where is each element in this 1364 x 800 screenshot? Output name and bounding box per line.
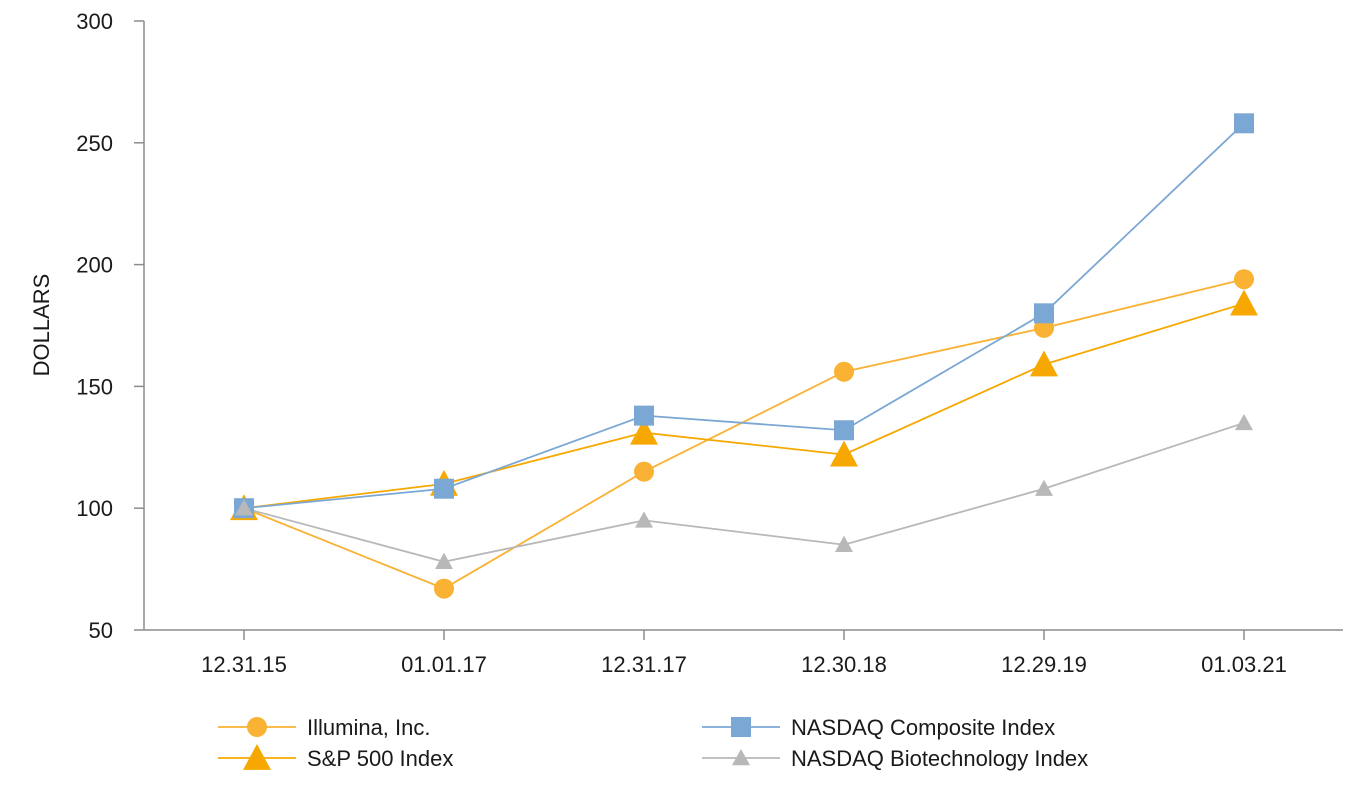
series-line-nasdaq-biotechnology-index	[243, 422, 1245, 563]
data-point-illumina-inc	[634, 461, 654, 482]
legend-marker	[732, 749, 750, 766]
y-tick-label: 300	[76, 9, 113, 34]
series-lines	[243, 122, 1245, 590]
legend-label: S&P 500 Index	[307, 746, 453, 771]
data-point-s-p-500-index	[830, 440, 858, 467]
data-point-nasdaq-biotechnology-index	[1035, 479, 1053, 496]
x-tick-label: 12.30.18	[801, 652, 887, 677]
y-tick-label: 100	[76, 496, 113, 521]
data-point-nasdaq-biotechnology-index	[1235, 413, 1253, 431]
x-tick-label: 01.01.17	[401, 652, 487, 677]
y-tick-label: 200	[76, 253, 113, 278]
legend: Illumina, Inc. S&P 500 Index NASDAQ Compos…	[218, 715, 1088, 771]
legend-item-nasdaq-biotechnology-index: NASDAQ Biotechnology Index	[702, 746, 1088, 771]
series-line-s-p-500-index	[243, 302, 1245, 510]
y-axis-title: DOLLARS	[29, 274, 54, 377]
data-point-nasdaq-biotechnology-index	[835, 535, 853, 552]
data-point-s-p-500-index	[1230, 289, 1258, 316]
y-tick-label: 150	[76, 374, 113, 399]
legend-label: Illumina, Inc.	[307, 715, 431, 740]
data-point-s-p-500-index	[1030, 350, 1058, 377]
data-point-illumina-inc	[1234, 269, 1254, 290]
legend-marker	[731, 717, 751, 737]
x-tick-label: 12.31.15	[201, 652, 287, 677]
data-point-nasdaq-composite-index	[434, 478, 454, 499]
legend-marker	[247, 717, 267, 737]
series-markers	[230, 113, 1258, 599]
legend-item-nasdaq-composite-index: NASDAQ Composite Index	[702, 715, 1055, 740]
data-point-illumina-inc	[834, 361, 854, 382]
series-line-nasdaq-composite-index	[243, 122, 1245, 510]
legend-label: NASDAQ Composite Index	[791, 715, 1055, 740]
y-tick-labels: 50 100 150 200 250 300	[76, 9, 113, 643]
data-point-nasdaq-biotechnology-index	[635, 511, 653, 528]
data-point-nasdaq-composite-index	[634, 405, 654, 426]
y-tick-label: 50	[89, 618, 113, 643]
legend-item-illumina-inc: Illumina, Inc.	[218, 715, 431, 740]
data-point-nasdaq-composite-index	[1034, 303, 1054, 324]
legend-item-s-p-500-index: S&P 500 Index	[218, 744, 453, 771]
data-point-illumina-inc	[434, 578, 454, 599]
legend-label: NASDAQ Biotechnology Index	[791, 746, 1088, 771]
series-line-illumina-inc	[243, 278, 1245, 590]
x-tick-labels: 12.31.15 01.01.17 12.31.17 12.30.18 12.29.19…	[201, 652, 1287, 677]
data-point-nasdaq-biotechnology-index	[235, 499, 253, 516]
x-tick-label: 12.31.17	[601, 652, 687, 677]
axes	[134, 20, 1343, 640]
data-point-nasdaq-biotechnology-index	[435, 552, 453, 569]
x-tick-label: 12.29.19	[1001, 652, 1087, 677]
data-point-s-p-500-index	[630, 418, 658, 445]
data-point-nasdaq-composite-index	[1234, 113, 1254, 134]
y-tick-label: 250	[76, 131, 113, 156]
x-tick-label: 01.03.21	[1201, 652, 1287, 677]
legend-marker	[243, 744, 271, 770]
data-point-nasdaq-composite-index	[834, 420, 854, 441]
